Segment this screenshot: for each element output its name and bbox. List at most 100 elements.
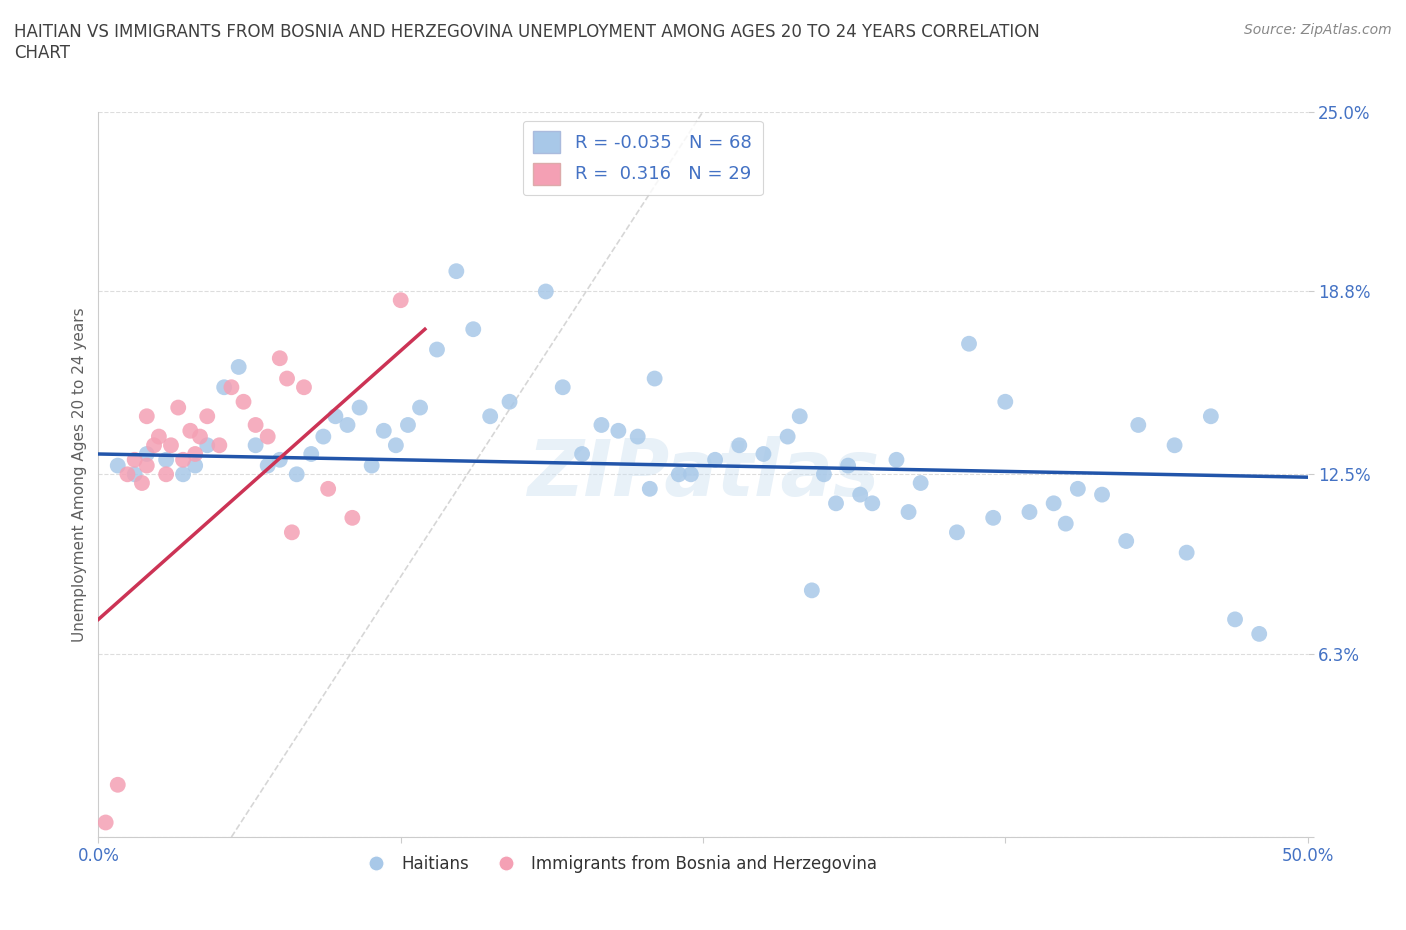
Text: Source: ZipAtlas.com: Source: ZipAtlas.com bbox=[1244, 23, 1392, 37]
Point bbox=[704, 452, 727, 467]
Point bbox=[299, 446, 322, 461]
Point bbox=[1115, 534, 1137, 549]
Point bbox=[184, 458, 207, 473]
Point bbox=[117, 467, 139, 482]
Point bbox=[571, 446, 593, 461]
Point bbox=[167, 400, 190, 415]
Point bbox=[825, 496, 848, 511]
Point bbox=[849, 487, 872, 502]
Point bbox=[638, 482, 661, 497]
Point bbox=[389, 293, 412, 308]
Point bbox=[188, 429, 211, 444]
Point bbox=[172, 452, 194, 467]
Point bbox=[228, 360, 250, 375]
Point bbox=[837, 458, 859, 473]
Point bbox=[534, 284, 557, 299]
Point bbox=[551, 379, 574, 394]
Point bbox=[325, 409, 347, 424]
Point bbox=[1091, 487, 1114, 502]
Point bbox=[285, 467, 308, 482]
Point bbox=[479, 409, 502, 424]
Point bbox=[957, 337, 980, 352]
Point bbox=[1018, 505, 1040, 520]
Point bbox=[276, 371, 298, 386]
Point bbox=[312, 429, 335, 444]
Point bbox=[860, 496, 883, 511]
Point bbox=[256, 429, 278, 444]
Point bbox=[208, 438, 231, 453]
Point bbox=[1042, 496, 1064, 511]
Point bbox=[463, 322, 485, 337]
Legend: Haitians, Immigrants from Bosnia and Herzegovina: Haitians, Immigrants from Bosnia and Her… bbox=[353, 848, 883, 880]
Point bbox=[172, 467, 194, 482]
Point bbox=[195, 438, 218, 453]
Point bbox=[179, 423, 201, 438]
Text: ZIPatlas: ZIPatlas bbox=[527, 436, 879, 512]
Point bbox=[1223, 612, 1246, 627]
Point bbox=[221, 379, 243, 394]
Point bbox=[160, 438, 183, 453]
Point bbox=[668, 467, 690, 482]
Point bbox=[1067, 482, 1090, 497]
Point bbox=[446, 264, 468, 279]
Point bbox=[946, 525, 969, 539]
Point bbox=[94, 815, 117, 830]
Point bbox=[752, 446, 775, 461]
Point bbox=[591, 418, 613, 432]
Point bbox=[886, 452, 908, 467]
Point bbox=[184, 446, 207, 461]
Point bbox=[1199, 409, 1222, 424]
Point bbox=[245, 438, 267, 453]
Point bbox=[426, 342, 449, 357]
Point bbox=[994, 394, 1017, 409]
Point bbox=[245, 418, 267, 432]
Point bbox=[813, 467, 835, 482]
Point bbox=[498, 394, 520, 409]
Point bbox=[292, 379, 315, 394]
Point bbox=[897, 505, 920, 520]
Point bbox=[256, 458, 278, 473]
Point bbox=[135, 458, 157, 473]
Point bbox=[373, 423, 395, 438]
Point bbox=[135, 409, 157, 424]
Point bbox=[1249, 627, 1271, 642]
Point bbox=[336, 418, 359, 432]
Point bbox=[1163, 438, 1185, 453]
Point bbox=[409, 400, 432, 415]
Point bbox=[195, 409, 218, 424]
Point bbox=[679, 467, 702, 482]
Point bbox=[107, 777, 129, 792]
Point bbox=[1128, 418, 1150, 432]
Point bbox=[155, 452, 177, 467]
Point bbox=[155, 467, 177, 482]
Point bbox=[342, 511, 364, 525]
Point bbox=[269, 452, 291, 467]
Point bbox=[131, 475, 153, 490]
Point bbox=[728, 438, 751, 453]
Point bbox=[1054, 516, 1077, 531]
Point bbox=[644, 371, 666, 386]
Point bbox=[1175, 545, 1198, 560]
Point bbox=[148, 429, 170, 444]
Point bbox=[800, 583, 823, 598]
Point bbox=[396, 418, 419, 432]
Point bbox=[910, 475, 932, 490]
Point bbox=[143, 438, 166, 453]
Point bbox=[627, 429, 650, 444]
Point bbox=[349, 400, 371, 415]
Point bbox=[212, 379, 235, 394]
Point bbox=[107, 458, 129, 473]
Point bbox=[385, 438, 408, 453]
Point bbox=[281, 525, 304, 539]
Text: HAITIAN VS IMMIGRANTS FROM BOSNIA AND HERZEGOVINA UNEMPLOYMENT AMONG AGES 20 TO : HAITIAN VS IMMIGRANTS FROM BOSNIA AND HE… bbox=[14, 23, 1040, 62]
Point bbox=[124, 452, 146, 467]
Point bbox=[124, 467, 146, 482]
Point bbox=[607, 423, 630, 438]
Point bbox=[135, 446, 157, 461]
Point bbox=[316, 482, 339, 497]
Y-axis label: Unemployment Among Ages 20 to 24 years: Unemployment Among Ages 20 to 24 years bbox=[72, 307, 87, 642]
Point bbox=[269, 351, 291, 365]
Point bbox=[232, 394, 254, 409]
Point bbox=[789, 409, 811, 424]
Point bbox=[981, 511, 1004, 525]
